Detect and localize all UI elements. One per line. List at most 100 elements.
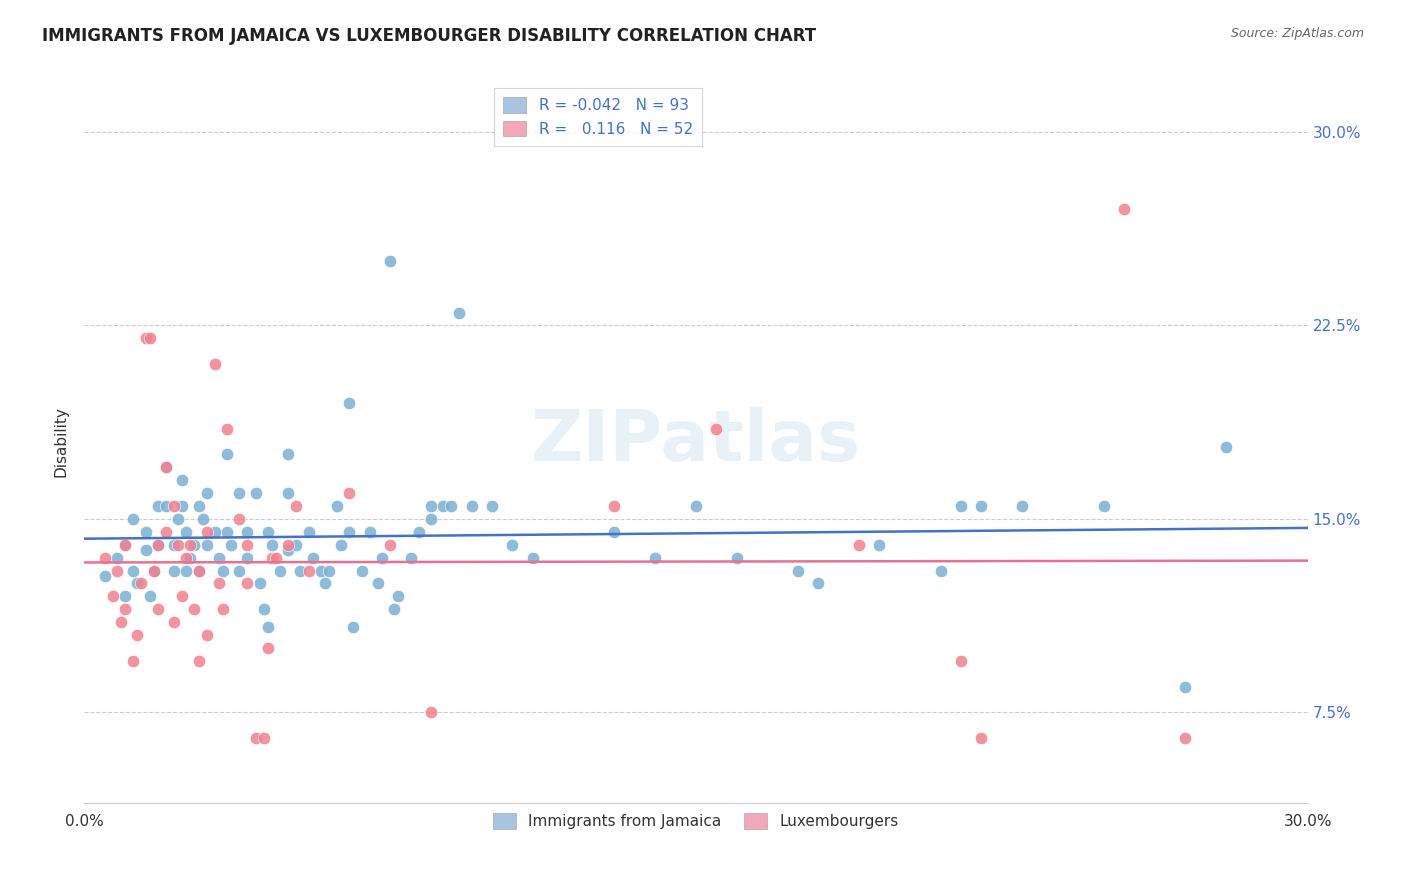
Point: [195, 524, 218, 539]
Point: [135, 331, 157, 345]
Point: [155, 524, 177, 539]
Point: [950, 499, 973, 513]
Point: [706, 422, 728, 436]
Point: [245, 486, 267, 500]
Point: [101, 590, 124, 604]
Point: [195, 538, 218, 552]
Point: [174, 550, 197, 565]
Point: [155, 460, 177, 475]
Point: [195, 628, 218, 642]
Text: IMMIGRANTS FROM JAMAICA VS LUXEMBOURGER DISABILITY CORRELATION CHART: IMMIGRANTS FROM JAMAICA VS LUXEMBOURGER …: [42, 27, 817, 45]
Point: [257, 524, 280, 539]
Point: [142, 564, 165, 578]
Point: [371, 550, 394, 565]
Point: [260, 538, 283, 552]
Point: [122, 564, 145, 578]
Point: [172, 473, 194, 487]
Point: [301, 550, 323, 565]
Point: [929, 564, 952, 578]
Point: [208, 550, 231, 565]
Point: [127, 576, 149, 591]
Point: [110, 615, 132, 630]
Point: [135, 524, 157, 539]
Point: [179, 550, 201, 565]
Point: [339, 486, 361, 500]
Point: [172, 590, 194, 604]
Point: [105, 564, 128, 578]
Point: [146, 602, 169, 616]
Point: [644, 550, 666, 565]
Point: [212, 564, 235, 578]
Point: [208, 576, 231, 591]
Point: [191, 512, 214, 526]
Point: [1215, 440, 1237, 454]
Point: [260, 550, 283, 565]
Point: [314, 576, 336, 591]
Point: [257, 620, 280, 634]
Point: [326, 499, 349, 513]
Point: [309, 564, 332, 578]
Point: [382, 602, 405, 616]
Point: [146, 538, 169, 552]
Point: [257, 640, 280, 655]
Point: [603, 524, 626, 539]
Point: [163, 564, 186, 578]
Point: [204, 524, 226, 539]
Point: [183, 602, 205, 616]
Point: [114, 590, 136, 604]
Point: [432, 499, 454, 513]
Point: [155, 499, 177, 513]
Point: [420, 499, 443, 513]
Point: [93, 568, 115, 582]
Point: [249, 576, 271, 591]
Point: [350, 564, 373, 578]
Point: [122, 512, 145, 526]
Point: [138, 590, 160, 604]
Point: [277, 486, 299, 500]
Point: [135, 542, 157, 557]
Point: [603, 499, 626, 513]
Point: [1092, 499, 1115, 513]
Point: [167, 512, 190, 526]
Point: [187, 654, 209, 668]
Y-axis label: Disability: Disability: [53, 406, 69, 477]
Point: [481, 499, 503, 513]
Point: [146, 499, 169, 513]
Text: ZIPatlas: ZIPatlas: [531, 407, 860, 476]
Point: [127, 628, 149, 642]
Point: [245, 731, 267, 746]
Point: [387, 590, 409, 604]
Point: [1011, 499, 1033, 513]
Point: [1114, 202, 1136, 217]
Point: [163, 499, 186, 513]
Point: [522, 550, 544, 565]
Point: [970, 499, 993, 513]
Point: [285, 538, 308, 552]
Point: [155, 460, 177, 475]
Point: [277, 542, 299, 557]
Point: [174, 564, 197, 578]
Point: [236, 576, 259, 591]
Point: [114, 602, 136, 616]
Point: [269, 564, 291, 578]
Point: [138, 331, 160, 345]
Point: [330, 538, 353, 552]
Point: [122, 654, 145, 668]
Point: [228, 486, 250, 500]
Point: [339, 524, 361, 539]
Point: [1174, 680, 1197, 694]
Point: [172, 499, 194, 513]
Point: [787, 564, 810, 578]
Point: [179, 538, 201, 552]
Point: [298, 564, 321, 578]
Legend: Immigrants from Jamaica, Luxembourgers: Immigrants from Jamaica, Luxembourgers: [484, 805, 908, 838]
Point: [174, 524, 197, 539]
Point: [725, 550, 748, 565]
Point: [970, 731, 993, 746]
Point: [187, 564, 209, 578]
Point: [217, 524, 239, 539]
Point: [217, 422, 239, 436]
Point: [420, 706, 443, 720]
Point: [131, 576, 153, 591]
Point: [380, 253, 402, 268]
